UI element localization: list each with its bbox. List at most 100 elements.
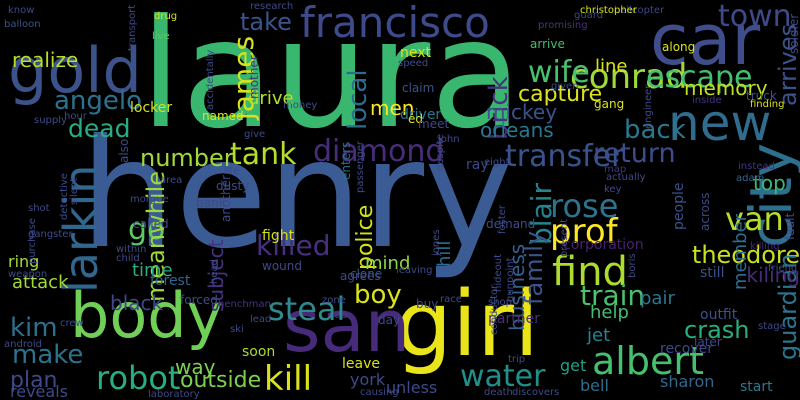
word-also: also [117,138,131,163]
word-death: death [484,387,513,398]
word-child: child [116,253,140,264]
word-time: time [132,260,173,281]
word-forced: forced [180,293,218,307]
word-laura: laura [140,0,523,162]
word-enters: enters [339,141,353,180]
word-make: make [12,340,84,370]
word-race: race [440,294,462,305]
word-key: key [604,184,622,195]
word-back: back [624,115,686,145]
word-water: water [460,359,546,394]
word-diamond: diamond [313,134,445,169]
word-prof: prof [550,212,618,252]
word-bell: bell [580,376,609,395]
word-accidentally: accidentally [205,49,216,110]
word-guard: guard [574,10,604,21]
word-mother: mother [247,55,261,99]
word-san: san [283,284,411,368]
word-truck: truck [746,89,777,103]
word-crash: crash [684,316,750,344]
word-jones: jones [431,229,442,256]
word-arrive: arrive [530,37,565,51]
word-engineer: engineer [643,84,654,129]
word-meet: meet [418,117,450,131]
word-along: along [662,40,696,54]
word-android: android [4,339,42,350]
word-escape: escape [646,60,753,95]
word-locker: locker [130,100,173,116]
word-zone: zone [322,295,346,306]
word-local: local [343,69,373,130]
word-hour: hour [64,111,87,122]
word-go: go [128,212,166,247]
word-orleans: orleans [480,118,554,142]
word-soldier: soldier [787,13,800,54]
word-new: new [668,94,772,152]
word-balloon: balloon [4,19,41,30]
word-given: given [551,81,579,92]
word-black: black [110,291,164,315]
word-adam: adam [736,173,765,184]
word-drug: drug [154,11,178,22]
word-find: find [552,249,628,295]
word-silent: silent [69,177,80,205]
word-foster: foster [497,204,508,234]
word-ski: ski [230,324,244,335]
word-return: return [593,138,676,169]
word-boy: boy [354,280,402,310]
word-take: take [240,8,292,36]
word-sharon: sharon [660,372,715,391]
word-ring: ring [8,252,40,271]
word-wound: wound [262,259,302,273]
word-research: research [250,1,294,12]
word-passenger: passenger [355,141,366,193]
word-next: next [400,45,432,61]
word-recover: recover [660,341,713,357]
word-van: van [725,200,784,238]
word-purchase: purchase [27,218,38,264]
word-francisco: francisco [300,0,490,47]
word-mind: mind [365,253,411,274]
word-drive: drive [248,88,294,109]
word-named: named [202,109,244,123]
word-realize: realize [12,48,79,72]
word-inside: inside [692,95,722,106]
word-way: way [175,355,216,379]
word-henry: henry [80,108,513,282]
word-promising: promising [538,20,588,31]
word-outside: outside [180,368,262,393]
word-plan: plan [10,368,58,393]
word-reveals: reveals [10,382,68,400]
word-lab: lab [332,310,348,321]
word-eight: eight [484,157,510,168]
word-speed: speed [398,58,429,69]
word-clone: clone [350,267,383,281]
word-bank: bank [196,196,226,210]
word-shot: shot [28,203,50,214]
word-day: day [378,313,401,327]
word-killed: killed [256,229,331,262]
word-claim: claim [402,81,435,95]
word-driver: driver [400,107,442,123]
word-conrad: conrad [570,57,688,97]
word-across: across [698,192,712,231]
word-trip: trip [508,354,526,365]
word-later: later [694,335,722,349]
word-start: start [740,379,773,395]
word-number: number [140,144,234,172]
word-forest: forest [150,273,191,289]
word-member: member [730,213,751,290]
word-unless: unless [386,378,438,397]
word-weapon: weapon [8,269,48,280]
word-hellcopter: hellcopter [614,5,665,16]
word-get: get [560,356,587,375]
word-attack: attack [12,272,69,293]
word-map: map [604,164,627,175]
word-gold: gold [8,34,142,107]
word-boris: boris [627,253,638,278]
word-demand: demand [486,217,536,231]
word-soon: soon [242,344,276,360]
word-ed: ed [408,112,423,126]
word-partner: partner [488,311,540,327]
word-instead: instead [738,161,775,172]
